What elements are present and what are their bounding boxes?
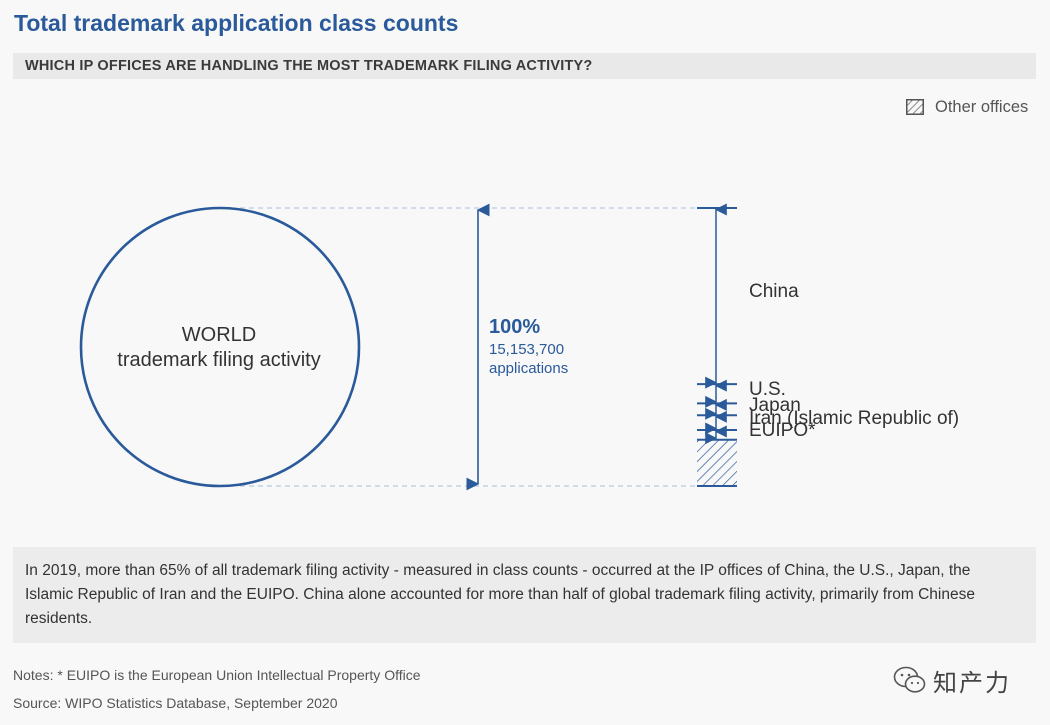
world-circle (79, 206, 361, 488)
segment-label-japan: Japan (749, 395, 801, 416)
notes-text: Notes: * EUIPO is the European Union Int… (13, 667, 421, 683)
world-sublabel: trademark filing activity (117, 349, 320, 371)
chart-title: Total trademark application class counts (14, 10, 459, 36)
world-label: WORLD (182, 324, 256, 346)
total-count: 15,153,700 (489, 341, 564, 358)
wechat-icon (893, 666, 926, 693)
total-percent: 100% (489, 316, 540, 338)
segment-label-euipo: EUIPO* (749, 420, 816, 441)
segment-bar-other-offices (697, 439, 737, 486)
chart-subtitle: WHICH IP OFFICES ARE HANDLING THE MOST T… (25, 58, 593, 74)
source-text: Source: WIPO Statistics Database, Septem… (13, 695, 338, 711)
segment-label-iran-islamic-republic-of: Iran (Islamic Republic of) (749, 408, 959, 429)
summary-text: In 2019, more than 65% of all trademark … (25, 562, 975, 627)
hatch-swatch-icon (906, 99, 924, 115)
legend-label-other-offices: Other offices (935, 97, 1029, 116)
subtitle-bar: WHICH IP OFFICES ARE HANDLING THE MOST T… (13, 53, 1036, 79)
segment-label-u-s: U.S. (749, 379, 786, 400)
watermark: 知产力 (893, 663, 1023, 697)
legend: Other offices (906, 97, 1028, 117)
total-unit: applications (489, 360, 568, 377)
summary-box: In 2019, more than 65% of all trademark … (13, 547, 1036, 643)
watermark-text: 知产力 (933, 669, 1011, 697)
segment-label-china: China (749, 281, 799, 302)
chart: WORLD trademark filing activity 100% 15,153… (79, 203, 959, 491)
